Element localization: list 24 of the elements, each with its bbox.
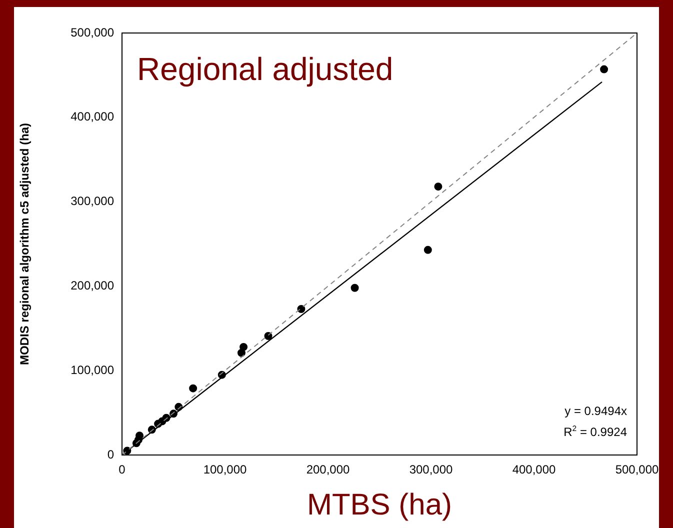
x-tick-label: 500,000 <box>615 462 660 477</box>
y-tick-label: 400,000 <box>70 110 114 124</box>
x-axis-title: MTBS (ha) <box>306 488 452 522</box>
y-tick-label: 0 <box>107 447 114 462</box>
x-tick-label: 200,000 <box>306 462 350 477</box>
point <box>264 332 272 340</box>
x-tick-label: 300,000 <box>409 462 454 477</box>
point <box>600 65 608 74</box>
y-tick-label: 300,000 <box>70 194 114 208</box>
point <box>189 384 198 392</box>
text: Regional adjusted <box>137 51 394 87</box>
point <box>297 304 306 313</box>
x-tick-label: 400,000 <box>512 462 556 477</box>
point <box>434 182 442 191</box>
point <box>350 284 359 292</box>
point <box>237 348 246 357</box>
y-tick-label: 100,000 <box>70 362 114 377</box>
y-tick-label: 500,000 <box>70 25 114 40</box>
y-tick-label: 200,000 <box>70 278 114 293</box>
x-tick-label: 100,000 <box>203 462 248 477</box>
point <box>424 246 432 254</box>
y-axis-title: MODIS regional algorithm c5 adjusted (ha) <box>18 122 32 366</box>
x-tick-label: 0 <box>118 462 126 477</box>
annotation: y = 0.9494x <box>564 404 628 418</box>
